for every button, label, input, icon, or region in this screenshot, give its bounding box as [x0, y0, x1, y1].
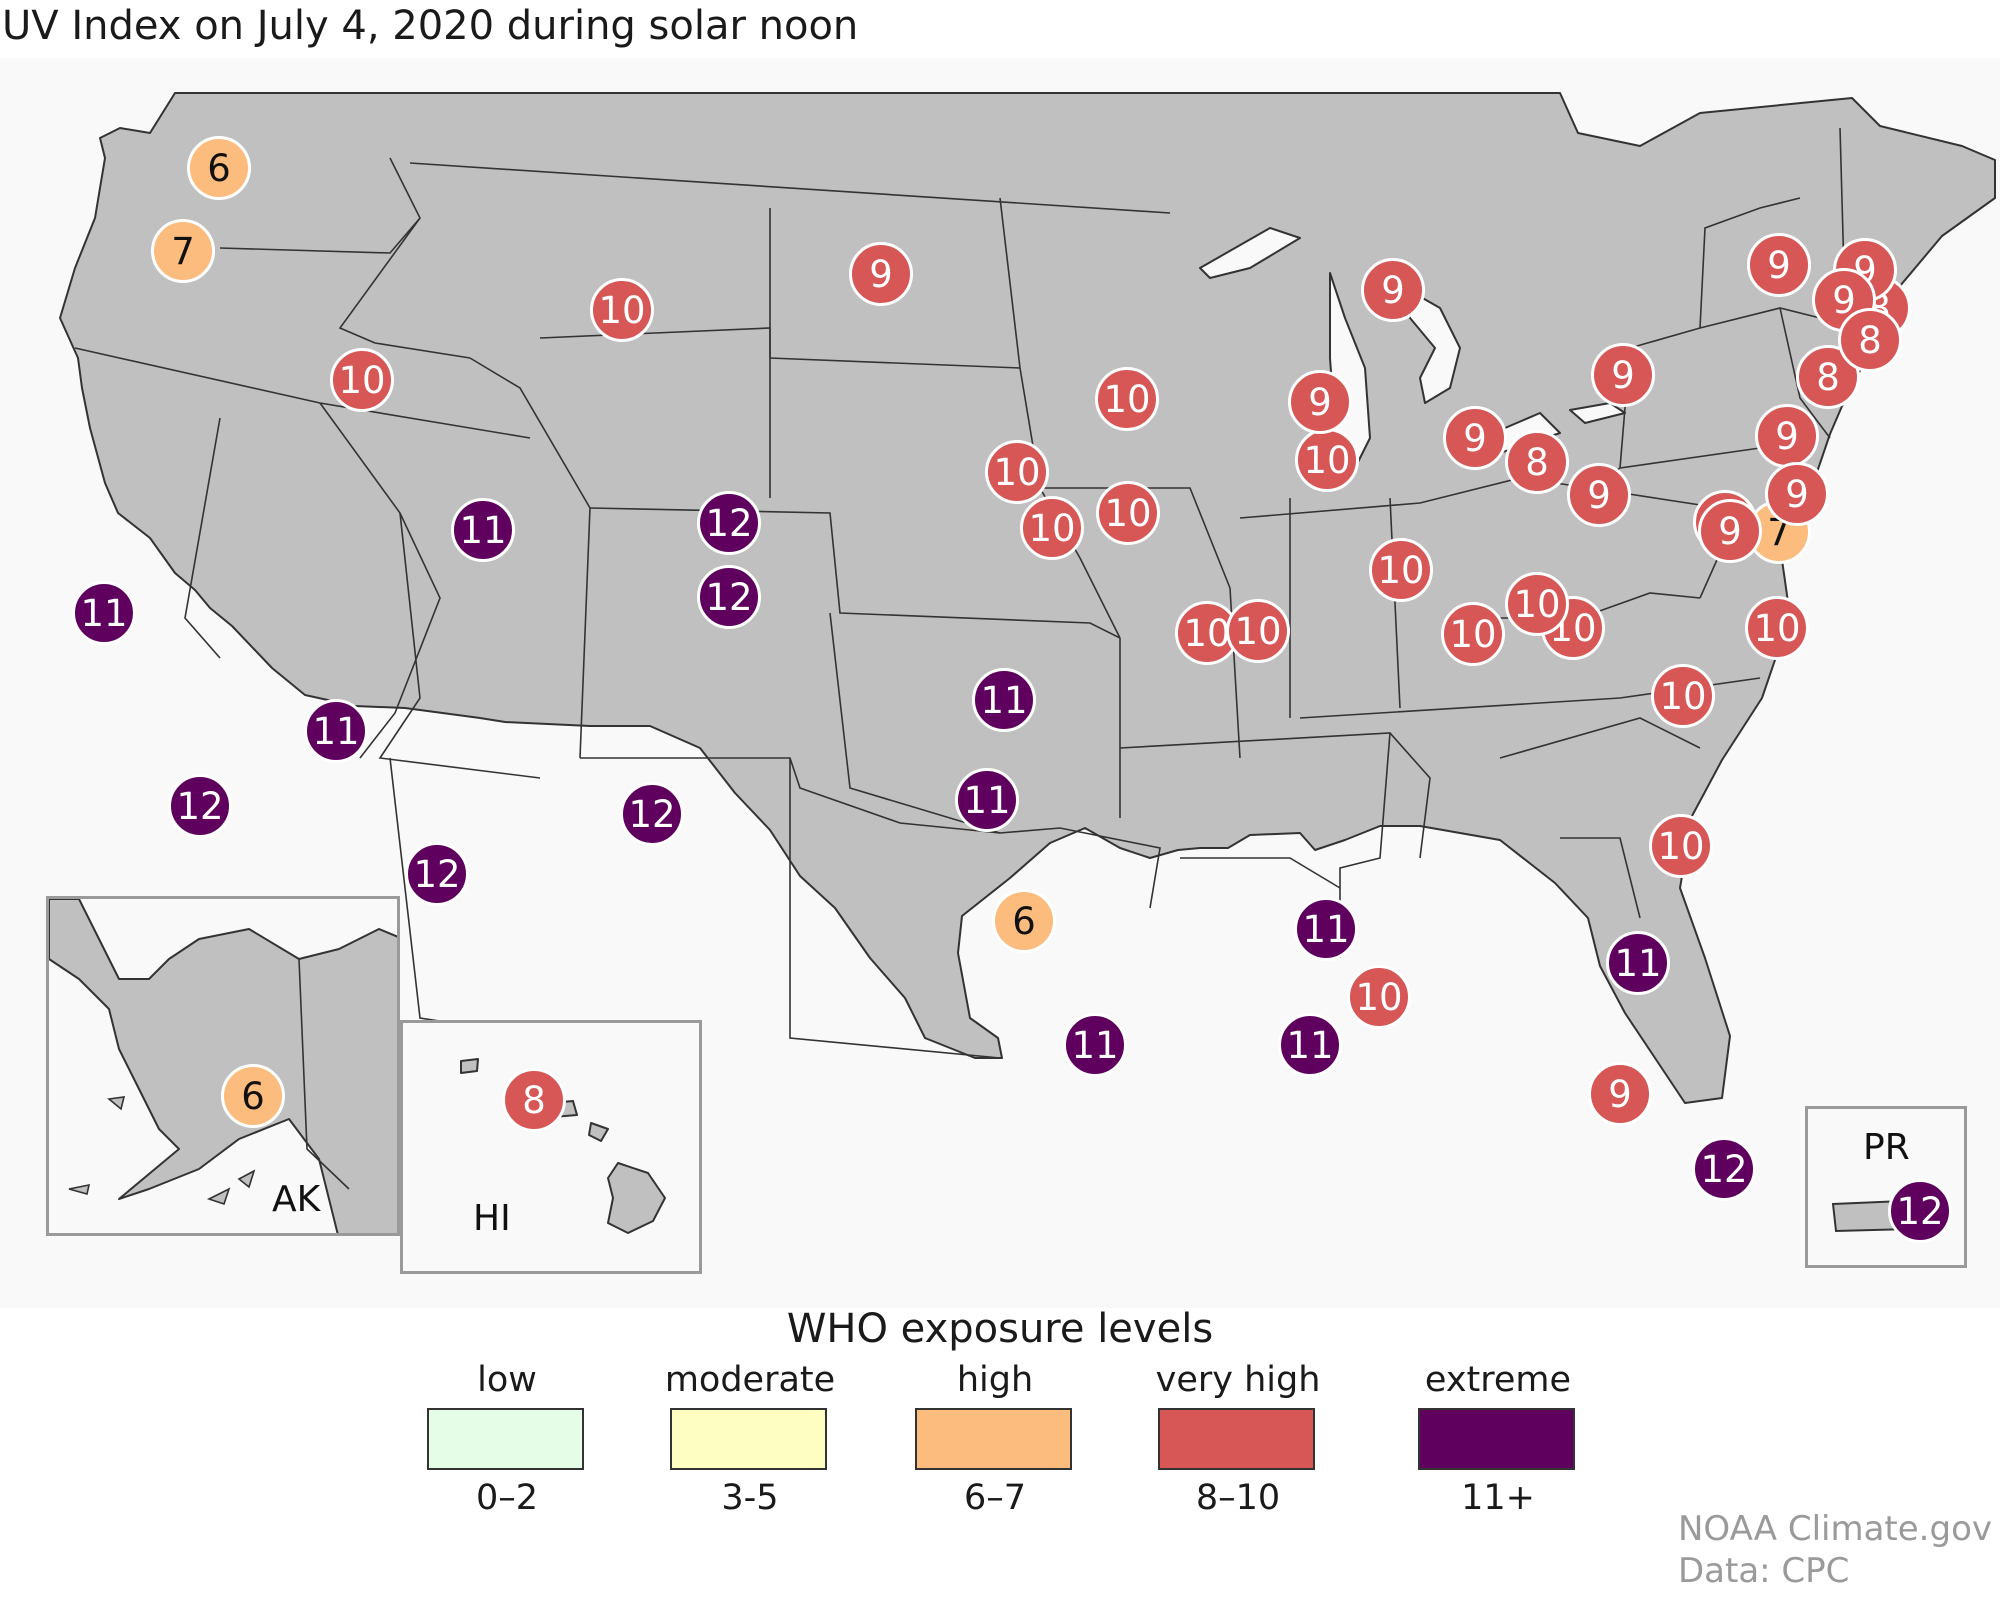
legend-label: very high: [1155, 1360, 1321, 1400]
uv-marker: 6: [992, 889, 1056, 953]
uv-marker: 10: [1369, 538, 1433, 602]
uv-marker: 11: [1063, 1013, 1127, 1077]
legend-label: extreme: [1424, 1360, 1572, 1400]
uv-marker: 9: [1288, 370, 1352, 434]
legend-item-very-high: very high 8–10: [1153, 1360, 1323, 1520]
legend-item-moderate: moderate 3-5: [665, 1360, 835, 1520]
uv-marker: 9: [849, 242, 913, 306]
uv-marker: 10: [1505, 572, 1569, 636]
uv-marker: 12: [1692, 1137, 1756, 1201]
legend-label: high: [956, 1360, 1034, 1400]
puerto-rico-label: PR: [1863, 1127, 1910, 1168]
uv-marker: 9: [1361, 258, 1425, 322]
uv-marker: 6: [187, 136, 251, 200]
uv-marker: 10: [1441, 602, 1505, 666]
uv-marker: 11: [1278, 1013, 1342, 1077]
uv-marker: 9: [1747, 233, 1811, 297]
uv-marker: 10: [590, 278, 654, 342]
hawaii-inset: HI: [400, 1020, 702, 1274]
uv-marker: 10: [1651, 664, 1715, 728]
uv-marker: 10: [1226, 599, 1290, 663]
alaska-shape: [49, 899, 397, 1233]
legend-swatch-high: [915, 1408, 1072, 1470]
uv-marker: 8: [1838, 308, 1902, 372]
uv-marker: 10: [985, 440, 1049, 504]
uv-marker: 12: [1888, 1179, 1952, 1243]
uv-marker: 10: [1295, 428, 1359, 492]
uv-marker: 9: [1698, 499, 1762, 563]
uv-marker: 7: [151, 219, 215, 283]
hawaii-shape: [460, 1058, 666, 1234]
uv-marker: 11: [1606, 931, 1670, 995]
uv-marker: 10: [1347, 965, 1411, 1029]
uv-marker: 9: [1443, 406, 1507, 470]
uv-marker: 12: [697, 491, 761, 555]
map-panel: AK HI PR 6 7 10 10 9 11 12 12 11 11 12 12 12 11 11 6 11 1…: [0, 58, 2000, 1308]
uv-marker: 10: [1020, 496, 1084, 560]
uv-marker: 12: [620, 782, 684, 846]
uv-marker: 12: [405, 842, 469, 906]
uv-marker: 10: [1745, 596, 1809, 660]
puerto-rico-inset: PR: [1805, 1106, 1967, 1268]
uv-marker: 9: [1755, 404, 1819, 468]
legend-range: 3-5: [721, 1478, 779, 1518]
legend-label: moderate: [664, 1360, 836, 1400]
uv-marker: 8: [1505, 430, 1569, 494]
hawaii-label: HI: [473, 1198, 511, 1239]
credit-source: NOAA Climate.gov: [1677, 1509, 1992, 1549]
conus-map: [59, 92, 1996, 1104]
uv-marker: 11: [72, 581, 136, 645]
uv-marker: 11: [451, 498, 515, 562]
uv-marker: 11: [972, 668, 1036, 732]
legend-swatch-very-high: [1158, 1408, 1315, 1470]
legend-range: 11+: [1461, 1478, 1535, 1518]
uv-marker: 9: [1591, 343, 1655, 407]
uv-marker: 10: [1096, 481, 1160, 545]
credit-data: Data: CPC: [1677, 1551, 1850, 1591]
legend-swatch-moderate: [670, 1408, 827, 1470]
legend-title: WHO exposure levels: [786, 1306, 1214, 1352]
uv-marker: 9: [1765, 462, 1829, 526]
uv-marker: 12: [168, 774, 232, 838]
map-title: UV Index on July 4, 2020 during solar no…: [2, 3, 859, 49]
legend-range: 8–10: [1195, 1478, 1281, 1518]
uv-marker: 6: [221, 1064, 285, 1128]
uv-marker: 9: [1588, 1062, 1652, 1126]
uv-marker: 10: [330, 348, 394, 412]
uv-marker: 12: [697, 565, 761, 629]
legend-range: 0–2: [475, 1478, 539, 1518]
alaska-inset: AK: [46, 896, 400, 1236]
legend-item-extreme: extreme 11+: [1413, 1360, 1583, 1520]
legend-swatch-low: [427, 1408, 584, 1470]
uv-marker: 10: [1095, 367, 1159, 431]
credit: NOAA Climate.gov Data: CPC: [1678, 1508, 1992, 1592]
uv-marker: 10: [1649, 814, 1713, 878]
legend-swatch-extreme: [1418, 1408, 1575, 1470]
uv-marker: 9: [1567, 463, 1631, 527]
alaska-label: AK: [272, 1179, 321, 1220]
legend-item-low: low 0–2: [422, 1360, 592, 1520]
legend-item-high: high 6–7: [910, 1360, 1080, 1520]
uv-marker: 11: [955, 768, 1019, 832]
uv-marker: 11: [1294, 897, 1358, 961]
great-lakes: [1199, 227, 1626, 479]
legend-range: 6–7: [963, 1478, 1027, 1518]
uv-marker: 8: [502, 1068, 566, 1132]
uv-marker: 11: [304, 699, 368, 763]
uv-marker: 10: [1175, 601, 1239, 665]
legend-label: low: [477, 1360, 537, 1400]
